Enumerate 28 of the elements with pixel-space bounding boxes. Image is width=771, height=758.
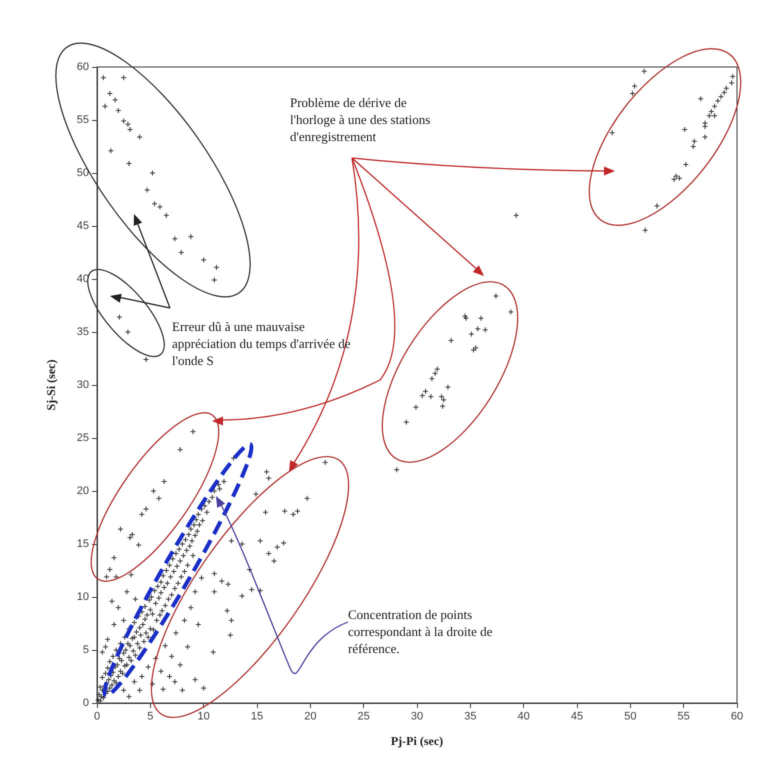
y-tick-label: 55: [76, 114, 89, 126]
y-tick-label: 30: [76, 379, 89, 391]
y-tick-label: 35: [76, 326, 89, 338]
x-tick-label: 10: [198, 710, 210, 722]
x-tick-label: 45: [570, 710, 584, 722]
annotation: Concentration de points correspondant à la droite de référence.: [348, 606, 494, 657]
x-tick-label: 60: [730, 710, 744, 722]
x-tick-label: 25: [358, 710, 370, 722]
x-tick-label: 15: [250, 710, 264, 722]
x-tick-label: 20: [304, 710, 316, 722]
y-tick-label: 5: [82, 644, 89, 656]
x-tick-label: 5: [147, 710, 154, 722]
x-tick-label: 0: [94, 710, 100, 722]
y-tick-label: 45: [76, 220, 89, 232]
x-tick-label: 40: [518, 710, 530, 722]
x-axis-title: Pj-Pi (sec): [390, 734, 444, 748]
y-tick-label: 20: [76, 485, 89, 497]
y-tick-label: 25: [76, 432, 89, 444]
y-axis-title: Sj-Si (sec): [44, 360, 58, 410]
y-tick-label: 0: [82, 697, 89, 709]
y-tick-label: 10: [76, 591, 89, 603]
x-tick-label: 55: [678, 710, 690, 722]
y-tick-label: 60: [76, 61, 89, 73]
y-tick-label: 15: [76, 538, 89, 550]
x-tick-label: 35: [464, 710, 476, 722]
x-tick-label: 30: [410, 710, 424, 722]
x-tick-label: 50: [624, 710, 636, 722]
annotation: Problème de dérive de l'horloge à une des stations d'enregistrement: [290, 94, 432, 145]
